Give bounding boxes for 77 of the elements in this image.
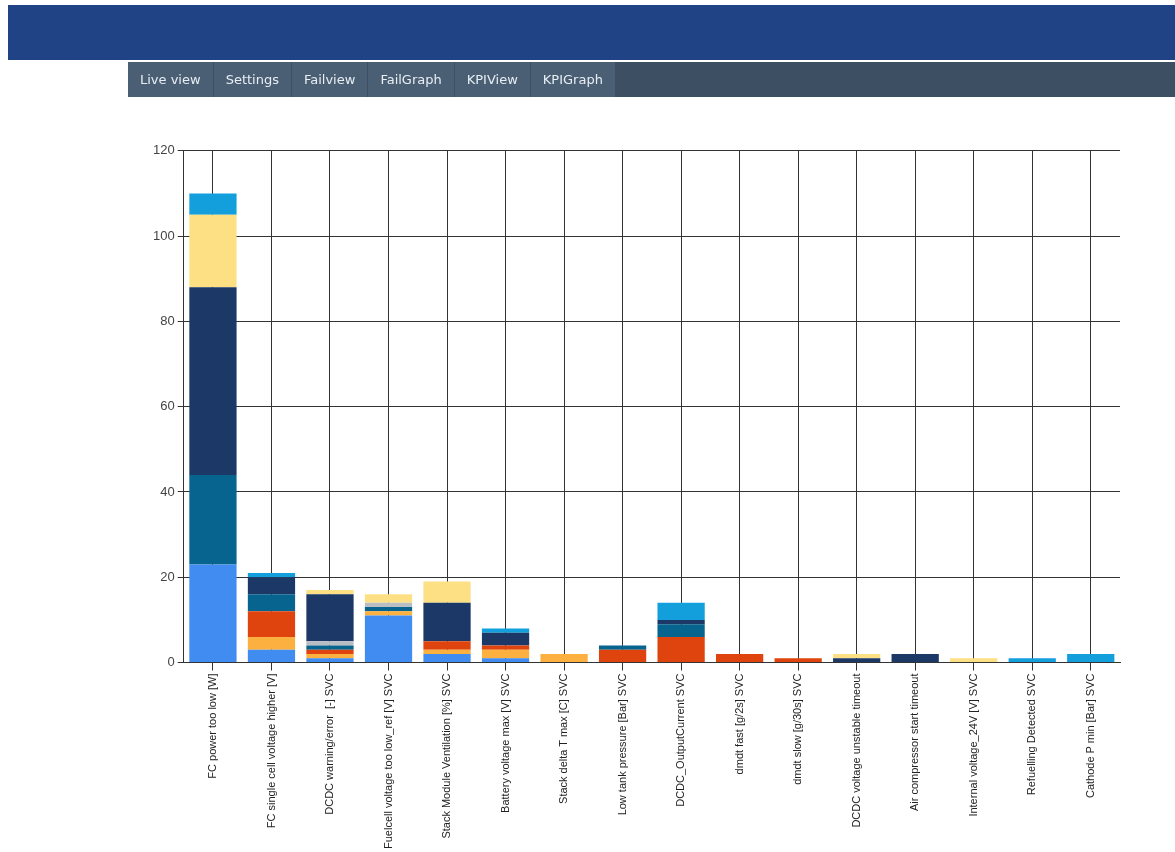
text: Live view (128, 62, 214, 97)
text: Failview (291, 62, 369, 97)
bar (950, 658, 998, 663)
bar (598, 649, 647, 663)
bar (247, 577, 296, 595)
x-tick-label: Cathode P min [Bar] SVC (1083, 673, 1096, 799)
bar (833, 658, 881, 663)
x-tick-label: Low tank pressure [Bar] SVC (615, 673, 628, 816)
bar (657, 619, 705, 625)
bar (306, 641, 354, 646)
x-tick-label: FC single cell voltage higher [V] (264, 673, 277, 829)
bar (247, 611, 296, 637)
bar (364, 594, 413, 603)
bar (189, 564, 237, 663)
text: Settings (213, 62, 292, 97)
bar (189, 287, 237, 475)
bar (247, 649, 296, 663)
x-tick-label: Internal voltage_24V [V] SVC (966, 673, 979, 817)
bar (189, 474, 237, 565)
y-tick-label: 0 (167, 654, 175, 670)
y-tick-label: 100 (152, 227, 175, 243)
bar (306, 649, 354, 654)
bar (657, 624, 705, 637)
y-tick-label: 20 (160, 568, 175, 584)
y-tick-label: 120 (152, 142, 175, 158)
y-tick-label: 40 (160, 483, 175, 499)
bar (306, 658, 354, 663)
x-tick-label: DCDC_OutputCurrent SVC (674, 673, 687, 807)
y-tick-label: 60 (160, 398, 175, 414)
bar (481, 649, 530, 659)
bar (306, 590, 354, 595)
bar (423, 654, 471, 663)
bar (891, 654, 939, 663)
bar (423, 649, 471, 654)
y-tick-label: 80 (160, 312, 175, 328)
bar (423, 602, 471, 642)
bar (481, 632, 530, 646)
bar (364, 611, 413, 616)
bar (306, 594, 354, 642)
bar (247, 572, 296, 578)
bar (657, 636, 705, 663)
x-tick-label: Battery voltage max [V] SVC (498, 673, 511, 813)
x-tick-label: Air compressor start timeout (908, 673, 921, 812)
bar (481, 645, 530, 650)
text: KPIView (454, 62, 531, 97)
text: FailGraph (368, 62, 455, 97)
bar (189, 193, 237, 215)
bar (540, 654, 588, 663)
bar (364, 615, 413, 663)
x-tick-label: dmdt slow [g/30s] SVC (791, 673, 804, 785)
bar (1067, 654, 1115, 663)
bar (1008, 658, 1056, 663)
bar (598, 645, 647, 650)
bar (247, 594, 296, 612)
x-tick-label: Stack Module Ventilation [%] SVC (440, 673, 453, 839)
x-tick-label: DCDC voltage unstable timeout (849, 673, 862, 828)
bar (247, 636, 296, 650)
x-tick-label: Fuelcell voltage too low_ref [V] SVC (381, 673, 394, 850)
bar (189, 214, 237, 288)
bar (774, 658, 822, 663)
x-tick-label: Refuelling Detected SVC (1025, 673, 1038, 796)
bar (364, 607, 413, 612)
bar (423, 641, 471, 650)
text: KPIGraph (530, 62, 616, 97)
bar (716, 654, 764, 663)
bar (657, 602, 705, 620)
bar (306, 654, 354, 659)
bar (306, 645, 354, 650)
x-tick-label: dmdt fast [g/2s] SVC (732, 673, 745, 775)
x-tick-label: DCDC warning/error [-] SVC (323, 673, 336, 815)
x-tick-label: FC power too low [W] (205, 673, 218, 779)
bar (423, 581, 471, 603)
bar (481, 628, 530, 633)
bar (481, 658, 530, 663)
x-tick-label: Stack delta T max [C] SVC (557, 673, 570, 804)
bar (364, 602, 413, 608)
bar (833, 654, 881, 659)
